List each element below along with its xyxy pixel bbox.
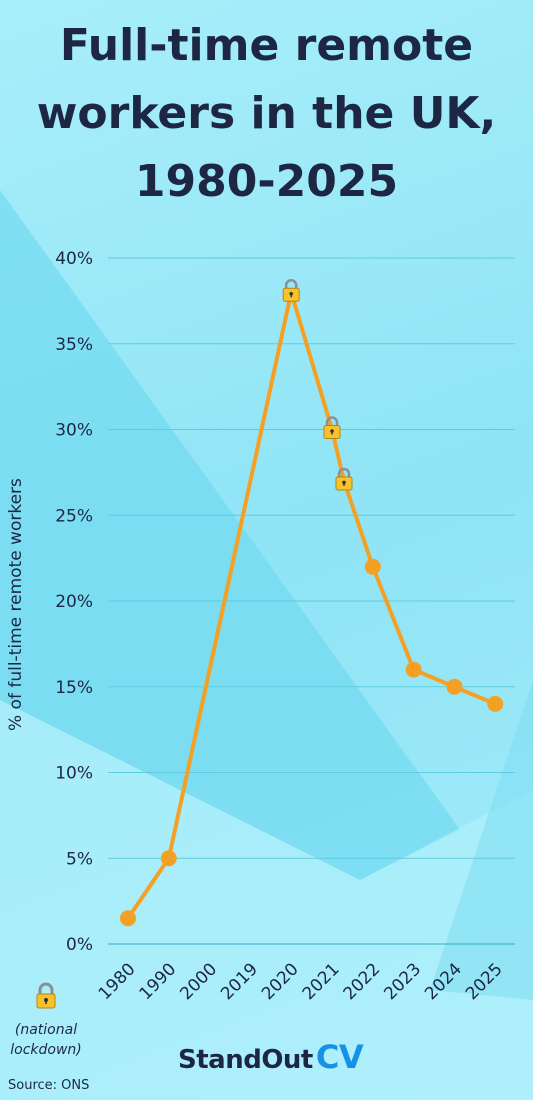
y-tick-label: 40% — [55, 249, 93, 269]
title-line-1: Full-time remote — [59, 20, 474, 71]
x-tick-label: 2019 — [217, 959, 262, 1004]
source-note: Source: ONS — [8, 1078, 90, 1093]
series-line-path — [126, 290, 498, 921]
data-point — [120, 910, 136, 927]
title-line-3: 1980-2025 — [134, 156, 399, 207]
legend: (national lockdown) — [6, 982, 86, 1060]
series-line — [126, 290, 498, 921]
y-tick-label: 5% — [66, 849, 93, 869]
lock-icon — [335, 467, 353, 491]
y-tick-label: 35% — [55, 335, 93, 355]
lock-keyslot — [331, 431, 333, 435]
lock-icon — [282, 279, 300, 302]
x-tick-label: 2000 — [176, 959, 221, 1004]
gridlines — [108, 257, 515, 945]
y-tick-label: 10% — [55, 764, 93, 784]
x-tick-label: 1980 — [95, 959, 140, 1004]
data-point — [487, 695, 504, 712]
x-tick-label: 1990 — [136, 959, 181, 1004]
lock-shackle — [284, 279, 298, 289]
x-tick-label: 2020 — [258, 959, 303, 1004]
chart-title: Full-time remote workers in the UK, 1980… — [0, 12, 533, 216]
y-tick-label: 30% — [55, 421, 93, 441]
x-tick-label: 2025 — [462, 959, 507, 1004]
y-tick-label: 20% — [55, 592, 93, 612]
lock-icon — [36, 982, 56, 1009]
data-point — [160, 850, 177, 867]
x-tick-label: 2024 — [421, 959, 466, 1004]
lock-shackle — [325, 416, 339, 426]
x-tick-label: 2022 — [340, 959, 385, 1004]
logo-main-text: StandOut — [178, 1045, 313, 1075]
legend-text: (national lockdown) — [6, 1020, 86, 1060]
legend-text-line-2: lockdown) — [10, 1042, 82, 1058]
data-point — [364, 558, 381, 575]
lock-keyslot — [290, 293, 292, 298]
y-tick-label: 0% — [66, 935, 93, 955]
x-tick-label: 2021 — [299, 959, 344, 1004]
x-tick-label: 2023 — [380, 959, 425, 1004]
data-point — [446, 678, 463, 695]
legend-text-line-1: (national — [14, 1022, 78, 1038]
y-tick-labels: 0% 5% 10% 15% 20% 25% 30% 35% 40% — [55, 249, 93, 955]
y-tick-label: 15% — [55, 678, 93, 698]
data-point — [405, 661, 422, 678]
logo-accent-text: CV — [315, 1038, 364, 1076]
title-line-2: workers in the UK, — [36, 88, 497, 139]
data-points — [120, 279, 504, 927]
standoutcv-logo: StandOutCV — [178, 1038, 364, 1076]
y-tick-label: 25% — [55, 506, 93, 526]
lock-shackle — [337, 467, 351, 477]
lock-keyslot — [343, 482, 345, 486]
lock-icon — [323, 416, 341, 439]
